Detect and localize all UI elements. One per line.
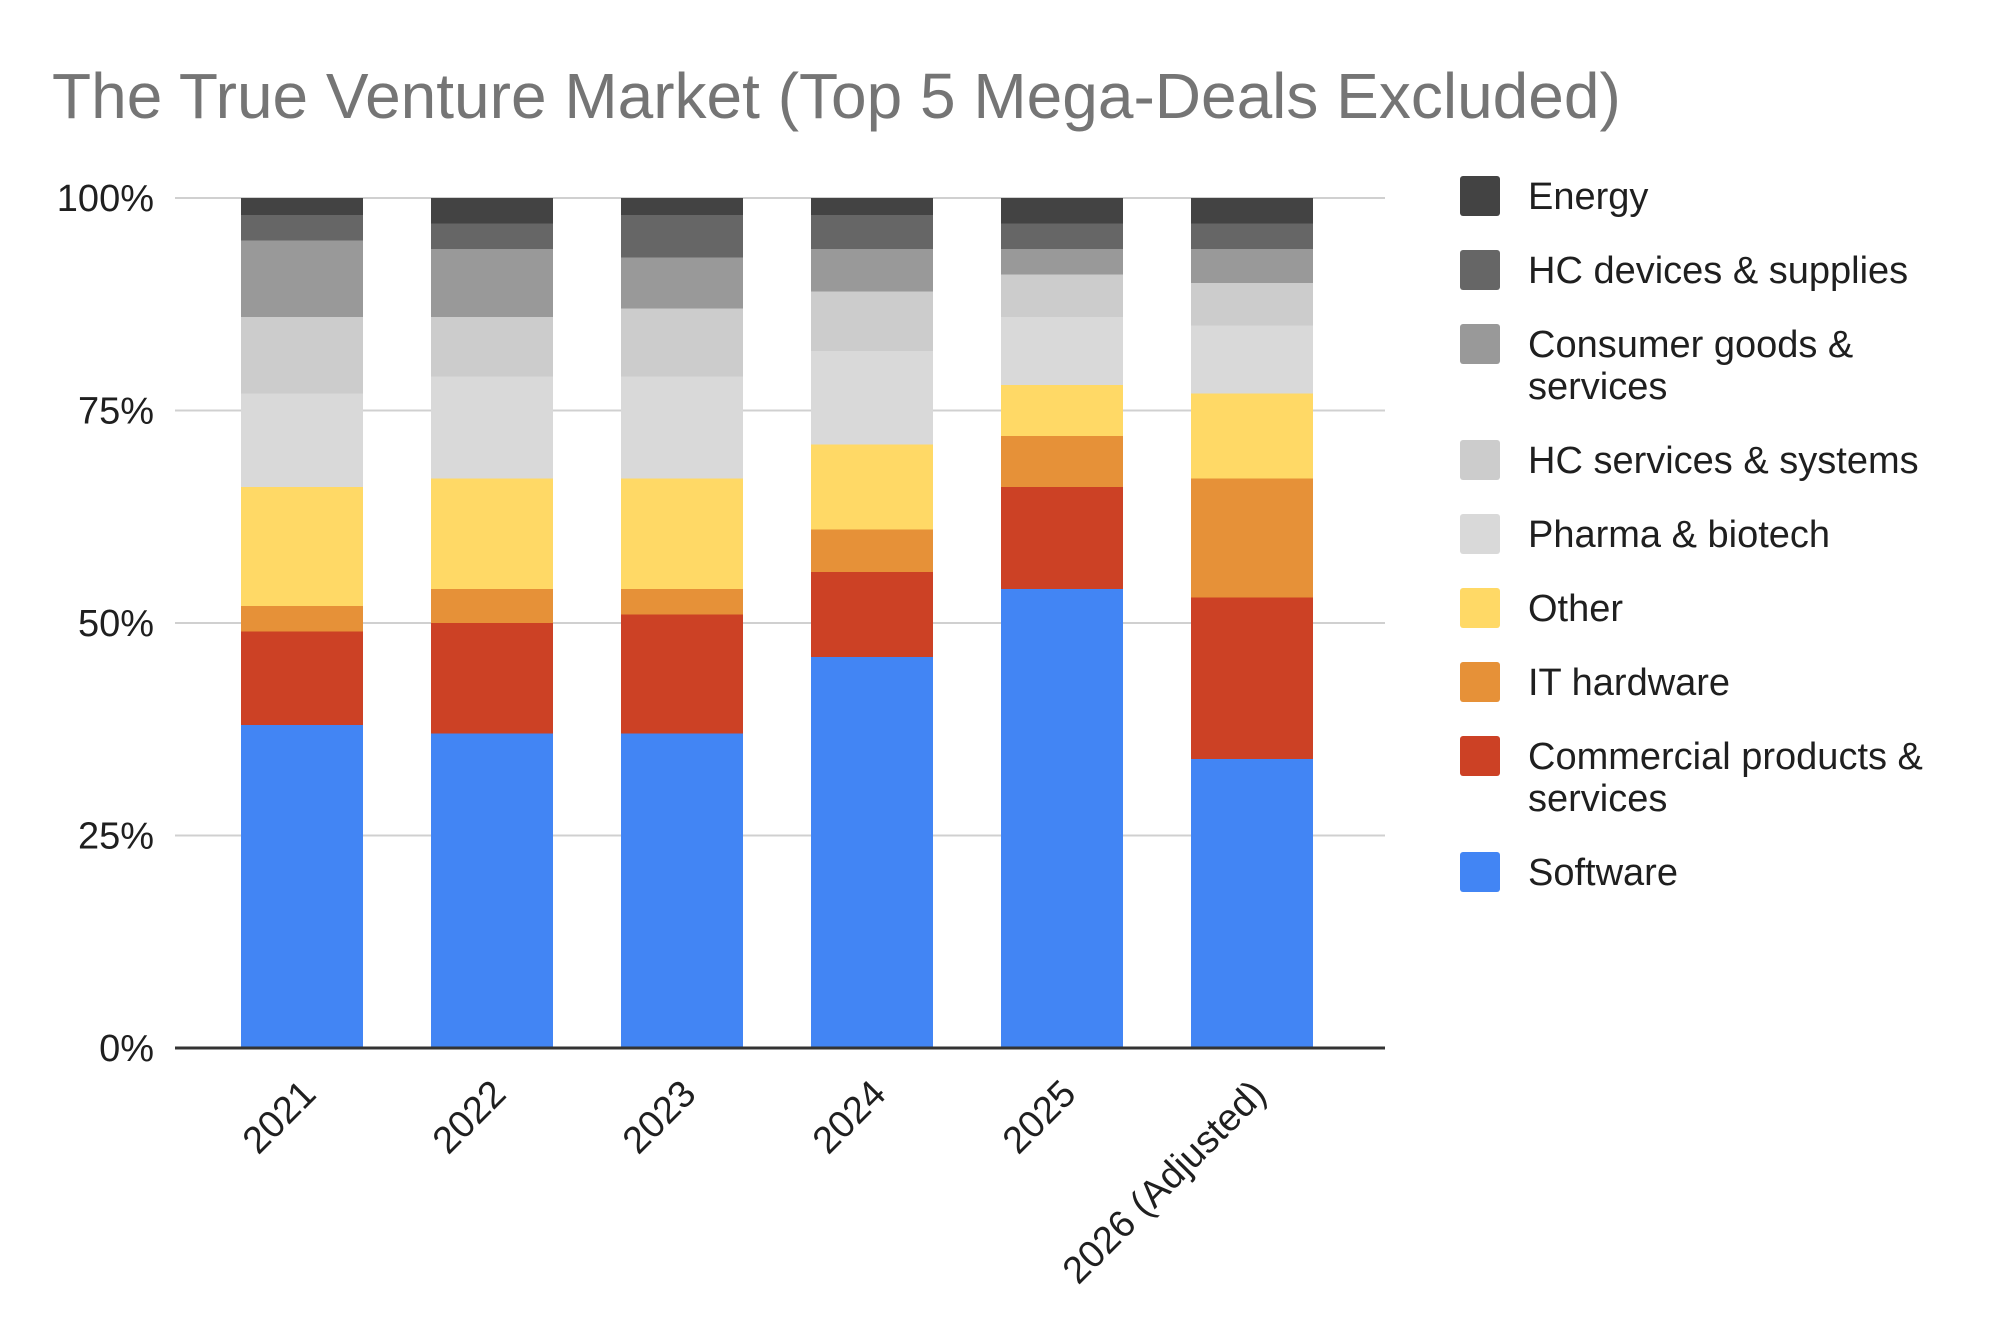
bar-2024-other — [811, 444, 933, 530]
bar-2025-commercial-products-and-services — [1001, 487, 1123, 589]
bars — [241, 198, 1313, 1048]
bar-2022-hc-services-and-systems — [431, 317, 553, 377]
x-tick-label: 2023 — [615, 1073, 704, 1162]
bar-2021-software — [241, 725, 363, 1048]
bar-2026-adjusted-pharma-and-biotech — [1191, 325, 1313, 394]
y-tick-label: 25% — [78, 816, 154, 858]
x-tick-label: 2022 — [425, 1073, 514, 1162]
legend-swatch-hc-services-and-systems — [1460, 440, 1500, 480]
legend-swatch-pharma-and-biotech — [1460, 514, 1500, 554]
legend-swatch-software — [1460, 852, 1500, 892]
legend-label: services — [1528, 778, 1667, 820]
bar-2023-hc-devices-and-supplies — [621, 215, 743, 258]
bar-2022-energy — [431, 198, 553, 224]
gridlines — [175, 197, 1385, 837]
y-tick-label: 0% — [99, 1028, 154, 1070]
y-tick-label: 75% — [78, 391, 154, 433]
bar-2021-it-hardware — [241, 606, 363, 632]
legend-label: HC devices & supplies — [1528, 250, 1908, 292]
legend-swatch-it-hardware — [1460, 662, 1500, 702]
bar-2026-adjusted-consumer-goods-and-services — [1191, 249, 1313, 283]
x-tick-label: 2021 — [235, 1073, 324, 1162]
legend-label: Pharma & biotech — [1528, 514, 1830, 556]
bar-2021-pharma-and-biotech — [241, 393, 363, 487]
bar-2023-energy — [621, 198, 743, 215]
bar-2021-commercial-products-and-services — [241, 631, 363, 725]
bar-2022-commercial-products-and-services — [431, 623, 553, 734]
bar-2021-hc-devices-and-supplies — [241, 215, 363, 241]
bar-2026-adjusted-hc-devices-and-supplies — [1191, 223, 1313, 249]
x-tick-label: 2026 (Adjusted) — [1055, 1073, 1274, 1292]
bar-2023-hc-services-and-systems — [621, 308, 743, 377]
bar-2021-hc-services-and-systems — [241, 317, 363, 394]
y-tick-label: 50% — [78, 603, 154, 645]
bar-2025-hc-devices-and-supplies — [1001, 223, 1123, 249]
bar-2023-consumer-goods-and-services — [621, 257, 743, 309]
bar-2023-software — [621, 733, 743, 1048]
legend-label: Other — [1528, 588, 1623, 630]
bar-2023-commercial-products-and-services — [621, 614, 743, 734]
bar-2025-software — [1001, 589, 1123, 1048]
legend-swatch-hc-devices-and-supplies — [1460, 250, 1500, 290]
bar-2022-pharma-and-biotech — [431, 376, 553, 479]
bar-2022-it-hardware — [431, 589, 553, 623]
bar-2024-hc-services-and-systems — [811, 291, 933, 351]
legend-label: Commercial products & — [1528, 736, 1923, 778]
legend: Energy HC devices & supplies Consumer good… — [1460, 176, 1923, 894]
bar-2026-adjusted-energy — [1191, 198, 1313, 224]
bar-2024-hc-devices-and-supplies — [811, 215, 933, 249]
bar-2026-adjusted-it-hardware — [1191, 478, 1313, 598]
legend-label: Energy — [1528, 176, 1648, 218]
bar-2022-hc-devices-and-supplies — [431, 223, 553, 249]
legend-label: IT hardware — [1528, 662, 1730, 704]
x-tick-label: 2025 — [995, 1073, 1084, 1162]
legend-swatch-other — [1460, 588, 1500, 628]
legend-swatch-consumer-goods-and-services — [1460, 324, 1500, 364]
legend-label: HC services & systems — [1528, 440, 1919, 482]
bar-2023-pharma-and-biotech — [621, 376, 743, 479]
bar-2025-other — [1001, 385, 1123, 436]
bar-2025-it-hardware — [1001, 436, 1123, 487]
bar-2022-consumer-goods-and-services — [431, 249, 553, 317]
bar-2025-hc-services-and-systems — [1001, 274, 1123, 317]
bar-2024-commercial-products-and-services — [811, 572, 933, 657]
bar-2022-software — [431, 733, 553, 1048]
bar-2022-other — [431, 478, 553, 589]
bar-2023-it-hardware — [621, 589, 743, 615]
bar-2024-it-hardware — [811, 529, 933, 572]
bar-2024-software — [811, 657, 933, 1048]
bar-2021-energy — [241, 198, 363, 215]
bar-2025-pharma-and-biotech — [1001, 317, 1123, 385]
legend-label: Consumer goods & — [1528, 324, 1853, 366]
legend-label: Software — [1528, 852, 1678, 894]
legend-swatch-commercial-products-and-services — [1460, 736, 1500, 776]
y-tick-label: 100% — [57, 178, 154, 220]
bar-2024-consumer-goods-and-services — [811, 249, 933, 292]
bar-2026-adjusted-other — [1191, 393, 1313, 479]
bar-2025-consumer-goods-and-services — [1001, 249, 1123, 275]
bar-2024-energy — [811, 198, 933, 215]
bar-2026-adjusted-software — [1191, 759, 1313, 1048]
chart-title: The True Venture Market (Top 5 Mega-Deal… — [52, 60, 1621, 132]
x-tick-label: 2024 — [805, 1073, 894, 1162]
bar-2021-consumer-goods-and-services — [241, 240, 363, 317]
bar-2026-adjusted-commercial-products-and-services — [1191, 597, 1313, 759]
bar-2025-energy — [1001, 198, 1123, 224]
bar-2023-other — [621, 478, 743, 589]
legend-label: services — [1528, 366, 1667, 408]
bar-2021-other — [241, 487, 363, 606]
legend-swatch-energy — [1460, 176, 1500, 216]
bar-2026-adjusted-hc-services-and-systems — [1191, 283, 1313, 326]
bar-2024-pharma-and-biotech — [811, 351, 933, 445]
